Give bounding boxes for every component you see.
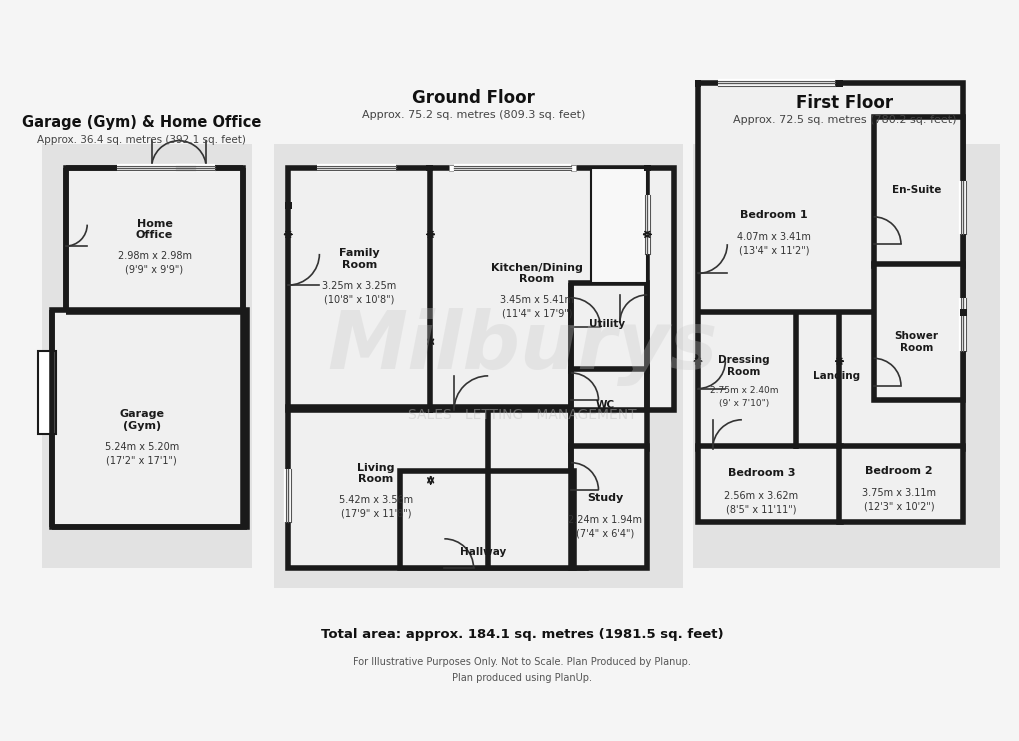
Bar xyxy=(697,446,841,522)
Text: Utility: Utility xyxy=(589,319,625,329)
Text: 2.75m x 2.40m: 2.75m x 2.40m xyxy=(709,386,777,395)
Text: Kitchen/Dining
Room: Kitchen/Dining Room xyxy=(490,262,583,285)
Bar xyxy=(959,309,966,316)
Text: Family
Room: Family Room xyxy=(338,248,379,270)
Bar xyxy=(571,283,647,371)
Text: 3.75m x 3.11m: 3.75m x 3.11m xyxy=(861,488,935,498)
Text: 4.07m x 3.41m: 4.07m x 3.41m xyxy=(737,233,810,242)
Bar xyxy=(42,144,252,568)
Text: 2.24m x 1.94m: 2.24m x 1.94m xyxy=(568,515,642,525)
Text: 2.98m x 2.98m: 2.98m x 2.98m xyxy=(117,251,192,261)
Text: Study: Study xyxy=(587,493,623,503)
Text: Home
Office: Home Office xyxy=(136,219,173,240)
Text: (9' x 7'10"): (9' x 7'10") xyxy=(718,399,768,408)
Text: (7'4" x 6'4"): (7'4" x 6'4") xyxy=(576,529,634,539)
Bar xyxy=(873,117,963,265)
Text: Bedroom 1: Bedroom 1 xyxy=(740,210,807,220)
Text: (13'4" x 11'2"): (13'4" x 11'2") xyxy=(738,246,808,256)
Text: (8'5" x 11'11"): (8'5" x 11'11") xyxy=(726,505,796,514)
Text: Bedroom 2: Bedroom 2 xyxy=(864,465,932,476)
Bar xyxy=(426,165,433,171)
Bar xyxy=(590,168,647,283)
Bar xyxy=(65,168,244,313)
Text: En-Suite: En-Suite xyxy=(891,185,941,196)
Text: Dressing
Room: Dressing Room xyxy=(717,355,769,377)
Text: 5.42m x 3.56m: 5.42m x 3.56m xyxy=(338,495,413,505)
Text: (17'9" x 11'8"): (17'9" x 11'8") xyxy=(340,508,411,519)
Text: Plan produced using PlanUp.: Plan produced using PlanUp. xyxy=(451,674,592,683)
Bar xyxy=(643,165,650,171)
Text: Living
Room: Living Room xyxy=(357,462,394,484)
Text: Bedroom 3: Bedroom 3 xyxy=(727,468,795,479)
Bar xyxy=(694,80,701,87)
Bar xyxy=(426,407,433,413)
Bar xyxy=(571,369,647,449)
Bar xyxy=(288,407,585,568)
Text: First Floor: First Floor xyxy=(795,93,892,112)
Bar xyxy=(39,351,56,434)
Text: SALES   LETTING   MANAGEMENT: SALES LETTING MANAGEMENT xyxy=(408,408,636,422)
Bar xyxy=(839,446,963,522)
Text: 3.25m x 3.25m: 3.25m x 3.25m xyxy=(322,281,396,291)
Text: WC: WC xyxy=(595,400,614,410)
Bar xyxy=(52,310,247,527)
Text: Shower
Room: Shower Room xyxy=(894,331,937,353)
Bar xyxy=(836,80,842,87)
Text: Approx. 75.2 sq. metres (809.3 sq. feet): Approx. 75.2 sq. metres (809.3 sq. feet) xyxy=(362,110,585,120)
Text: (10'8" x 10'8"): (10'8" x 10'8") xyxy=(324,295,394,305)
Text: (11'4" x 17'9"): (11'4" x 17'9") xyxy=(501,308,572,319)
Bar xyxy=(697,83,963,449)
Text: Milburys: Milburys xyxy=(327,308,716,385)
Text: Hallway: Hallway xyxy=(460,547,506,556)
Text: 5.24m x 5.20m: 5.24m x 5.20m xyxy=(105,442,178,452)
Bar xyxy=(448,165,576,171)
Text: Landing: Landing xyxy=(812,370,859,381)
Bar xyxy=(284,202,291,208)
Bar xyxy=(288,168,673,410)
Bar xyxy=(400,471,574,568)
Text: 3.45m x 5.41m: 3.45m x 5.41m xyxy=(499,295,574,305)
Text: Ground Floor: Ground Floor xyxy=(412,89,535,107)
Text: 2.56m x 3.62m: 2.56m x 3.62m xyxy=(723,491,798,501)
Text: Approx. 72.5 sq. metres (780.2 sq. feet): Approx. 72.5 sq. metres (780.2 sq. feet) xyxy=(732,115,955,125)
Bar xyxy=(873,264,963,400)
Bar xyxy=(273,144,683,588)
Text: (12'3" x 10'2"): (12'3" x 10'2") xyxy=(863,502,933,511)
Text: Total area: approx. 184.1 sq. metres (1981.5 sq. feet): Total area: approx. 184.1 sq. metres (19… xyxy=(321,628,722,641)
Bar xyxy=(693,144,1000,568)
Text: For Illustrative Purposes Only. Not to Scale. Plan Produced by Planup.: For Illustrative Purposes Only. Not to S… xyxy=(354,657,691,667)
Text: Garage (Gym) & Home Office: Garage (Gym) & Home Office xyxy=(22,115,261,130)
Text: Garage
(Gym): Garage (Gym) xyxy=(119,409,164,431)
Text: Approx. 36.4 sq. metres (392.1 sq. feet): Approx. 36.4 sq. metres (392.1 sq. feet) xyxy=(38,135,246,144)
Text: (9'9" x 9'9"): (9'9" x 9'9") xyxy=(125,265,183,274)
Bar xyxy=(571,446,647,568)
Text: (17'2" x 17'1"): (17'2" x 17'1") xyxy=(106,456,177,466)
